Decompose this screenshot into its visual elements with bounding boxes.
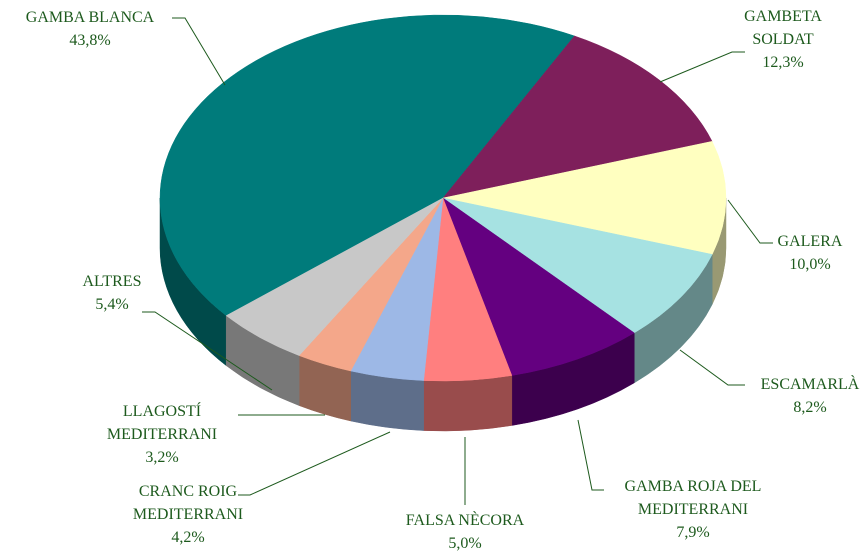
value-label: 10,0% (789, 256, 831, 273)
slice-label: ESCAMARLÀ 8,2% (750, 373, 868, 419)
value-label: 43,8% (69, 32, 111, 49)
category-label: ALTRES (82, 273, 142, 290)
category-label: GAMBETA SOLDAT (744, 8, 822, 48)
slice (225, 197, 444, 356)
slice-label: GALERA 10,0% (750, 230, 868, 276)
value-label: 8,2% (793, 399, 827, 416)
leader-line (142, 311, 273, 391)
slice-label: GAMBA BLANCA 43,8% (0, 6, 190, 52)
leader-line (727, 199, 773, 244)
slice-label: GAMBA ROJA DEL MEDITERRANI 7,9% (598, 475, 788, 544)
category-label: CRANC ROIG MEDITERRANI (132, 483, 244, 523)
value-label: 5,4% (95, 296, 129, 313)
slice-label: GAMBETA SOLDAT 12,3% (733, 5, 833, 74)
slice-label: CRANC ROIG MEDITERRANI 4,2% (113, 480, 263, 549)
leader-line (659, 51, 745, 83)
slice-side (423, 375, 513, 432)
category-label: FALSA NÈCORA (405, 512, 525, 529)
category-label: LLAGOSTÍ MEDITERRANI (106, 403, 218, 443)
slice (159, 14, 575, 316)
category-label: GAMBA BLANCA (25, 9, 155, 26)
slice (442, 197, 635, 376)
category-label: ESCAMARLÀ (760, 376, 860, 393)
slice-label: LLAGOSTÍ MEDITERRANI 3,2% (92, 400, 232, 469)
leader-line (238, 431, 391, 496)
leader-line (679, 349, 745, 386)
value-label: 12,3% (762, 54, 804, 71)
slice (442, 197, 713, 334)
slice (442, 141, 727, 255)
value-label: 5,0% (448, 535, 482, 552)
slice-label: FALSA NÈCORA 5,0% (365, 509, 565, 553)
slice (442, 35, 713, 199)
category-label: GAMBA ROJA DEL MEDITERRANI (624, 478, 762, 518)
category-label: GALERA (777, 233, 843, 250)
value-label: 7,9% (676, 524, 710, 541)
value-label: 4,2% (171, 529, 205, 546)
leader-line (577, 419, 604, 491)
value-label: 3,2% (145, 449, 179, 466)
leader-line (172, 17, 226, 86)
slice-label: ALTRES 5,4% (62, 270, 162, 316)
